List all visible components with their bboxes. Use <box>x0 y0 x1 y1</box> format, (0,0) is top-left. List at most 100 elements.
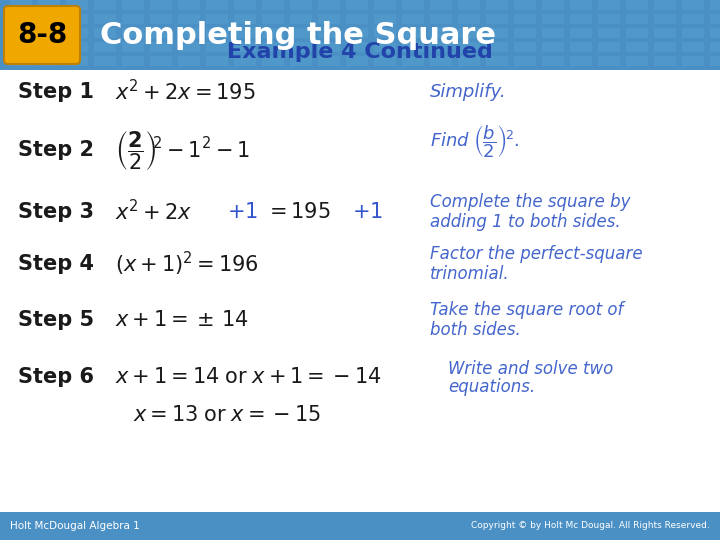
FancyBboxPatch shape <box>402 0 424 10</box>
FancyBboxPatch shape <box>486 28 508 38</box>
FancyBboxPatch shape <box>262 0 284 10</box>
FancyBboxPatch shape <box>486 56 508 66</box>
Text: Step 1: Step 1 <box>18 82 94 102</box>
FancyBboxPatch shape <box>38 42 60 52</box>
FancyBboxPatch shape <box>234 14 256 24</box>
FancyBboxPatch shape <box>458 56 480 66</box>
FancyBboxPatch shape <box>430 14 452 24</box>
FancyBboxPatch shape <box>598 28 620 38</box>
FancyBboxPatch shape <box>374 14 396 24</box>
FancyBboxPatch shape <box>94 42 116 52</box>
FancyBboxPatch shape <box>514 28 536 38</box>
FancyBboxPatch shape <box>458 28 480 38</box>
FancyBboxPatch shape <box>570 0 592 10</box>
FancyBboxPatch shape <box>346 28 368 38</box>
Text: $\mathit{Find}\;\left(\dfrac{b}{2}\right)^{\!2}.$: $\mathit{Find}\;\left(\dfrac{b}{2}\right… <box>430 124 519 160</box>
FancyBboxPatch shape <box>234 28 256 38</box>
FancyBboxPatch shape <box>542 0 564 10</box>
Text: trinomial.: trinomial. <box>430 265 510 283</box>
FancyBboxPatch shape <box>318 14 340 24</box>
FancyBboxPatch shape <box>206 0 228 10</box>
FancyBboxPatch shape <box>122 14 144 24</box>
FancyBboxPatch shape <box>150 14 172 24</box>
FancyBboxPatch shape <box>710 28 720 38</box>
FancyBboxPatch shape <box>290 28 312 38</box>
FancyBboxPatch shape <box>486 14 508 24</box>
FancyBboxPatch shape <box>206 56 228 66</box>
FancyBboxPatch shape <box>542 14 564 24</box>
Text: Step 4: Step 4 <box>18 254 94 274</box>
FancyBboxPatch shape <box>10 14 32 24</box>
FancyBboxPatch shape <box>318 0 340 10</box>
FancyBboxPatch shape <box>206 28 228 38</box>
FancyBboxPatch shape <box>122 56 144 66</box>
Text: $x^2 + 2x$: $x^2 + 2x$ <box>115 199 192 225</box>
FancyBboxPatch shape <box>94 56 116 66</box>
FancyBboxPatch shape <box>234 56 256 66</box>
FancyBboxPatch shape <box>4 6 80 64</box>
FancyBboxPatch shape <box>38 28 60 38</box>
FancyBboxPatch shape <box>570 14 592 24</box>
FancyBboxPatch shape <box>430 28 452 38</box>
FancyBboxPatch shape <box>290 0 312 10</box>
Text: Example 4 Continued: Example 4 Continued <box>227 42 493 62</box>
FancyBboxPatch shape <box>654 28 676 38</box>
FancyBboxPatch shape <box>10 56 32 66</box>
FancyBboxPatch shape <box>682 14 704 24</box>
Text: $x = 13\;\text{or}\;x = -15$: $x = 13\;\text{or}\;x = -15$ <box>133 405 321 425</box>
FancyBboxPatch shape <box>122 28 144 38</box>
FancyBboxPatch shape <box>402 56 424 66</box>
FancyBboxPatch shape <box>598 56 620 66</box>
FancyBboxPatch shape <box>598 42 620 52</box>
FancyBboxPatch shape <box>682 0 704 10</box>
Text: Copyright © by Holt Mc Dougal. All Rights Reserved.: Copyright © by Holt Mc Dougal. All Right… <box>472 522 710 530</box>
FancyBboxPatch shape <box>682 56 704 66</box>
FancyBboxPatch shape <box>290 14 312 24</box>
FancyBboxPatch shape <box>682 42 704 52</box>
Text: $\left(\dfrac{\mathbf{2}}{2}\right)^{\!\!2} - 1^2 - 1$: $\left(\dfrac{\mathbf{2}}{2}\right)^{\!\… <box>115 129 250 172</box>
Text: $x + 1 = \pm\,14$: $x + 1 = \pm\,14$ <box>115 310 249 330</box>
FancyBboxPatch shape <box>626 56 648 66</box>
FancyBboxPatch shape <box>542 28 564 38</box>
FancyBboxPatch shape <box>66 14 88 24</box>
FancyBboxPatch shape <box>374 56 396 66</box>
FancyBboxPatch shape <box>374 28 396 38</box>
FancyBboxPatch shape <box>430 0 452 10</box>
Text: Complete the square by: Complete the square by <box>430 193 631 211</box>
FancyBboxPatch shape <box>150 42 172 52</box>
FancyBboxPatch shape <box>346 56 368 66</box>
FancyBboxPatch shape <box>150 56 172 66</box>
FancyBboxPatch shape <box>626 14 648 24</box>
Text: $x^2 + 2x = 195$: $x^2 + 2x = 195$ <box>115 79 256 105</box>
FancyBboxPatch shape <box>206 42 228 52</box>
FancyBboxPatch shape <box>514 0 536 10</box>
FancyBboxPatch shape <box>430 42 452 52</box>
Text: Step 3: Step 3 <box>18 202 94 222</box>
Text: Step 6: Step 6 <box>18 367 94 387</box>
FancyBboxPatch shape <box>290 56 312 66</box>
FancyBboxPatch shape <box>542 56 564 66</box>
FancyBboxPatch shape <box>598 14 620 24</box>
FancyBboxPatch shape <box>710 14 720 24</box>
Text: $= 195$: $= 195$ <box>265 202 330 222</box>
FancyBboxPatch shape <box>318 28 340 38</box>
FancyBboxPatch shape <box>66 42 88 52</box>
FancyBboxPatch shape <box>346 14 368 24</box>
Text: 8-8: 8-8 <box>17 21 67 49</box>
Text: adding 1 to both sides.: adding 1 to both sides. <box>430 213 621 231</box>
FancyBboxPatch shape <box>570 56 592 66</box>
FancyBboxPatch shape <box>150 0 172 10</box>
FancyBboxPatch shape <box>654 14 676 24</box>
FancyBboxPatch shape <box>654 56 676 66</box>
FancyBboxPatch shape <box>346 42 368 52</box>
FancyBboxPatch shape <box>178 56 200 66</box>
FancyBboxPatch shape <box>626 0 648 10</box>
FancyBboxPatch shape <box>318 56 340 66</box>
FancyBboxPatch shape <box>626 42 648 52</box>
FancyBboxPatch shape <box>10 0 32 10</box>
Text: Step 2: Step 2 <box>18 140 94 160</box>
FancyBboxPatch shape <box>122 0 144 10</box>
FancyBboxPatch shape <box>514 56 536 66</box>
FancyBboxPatch shape <box>178 14 200 24</box>
FancyBboxPatch shape <box>262 14 284 24</box>
